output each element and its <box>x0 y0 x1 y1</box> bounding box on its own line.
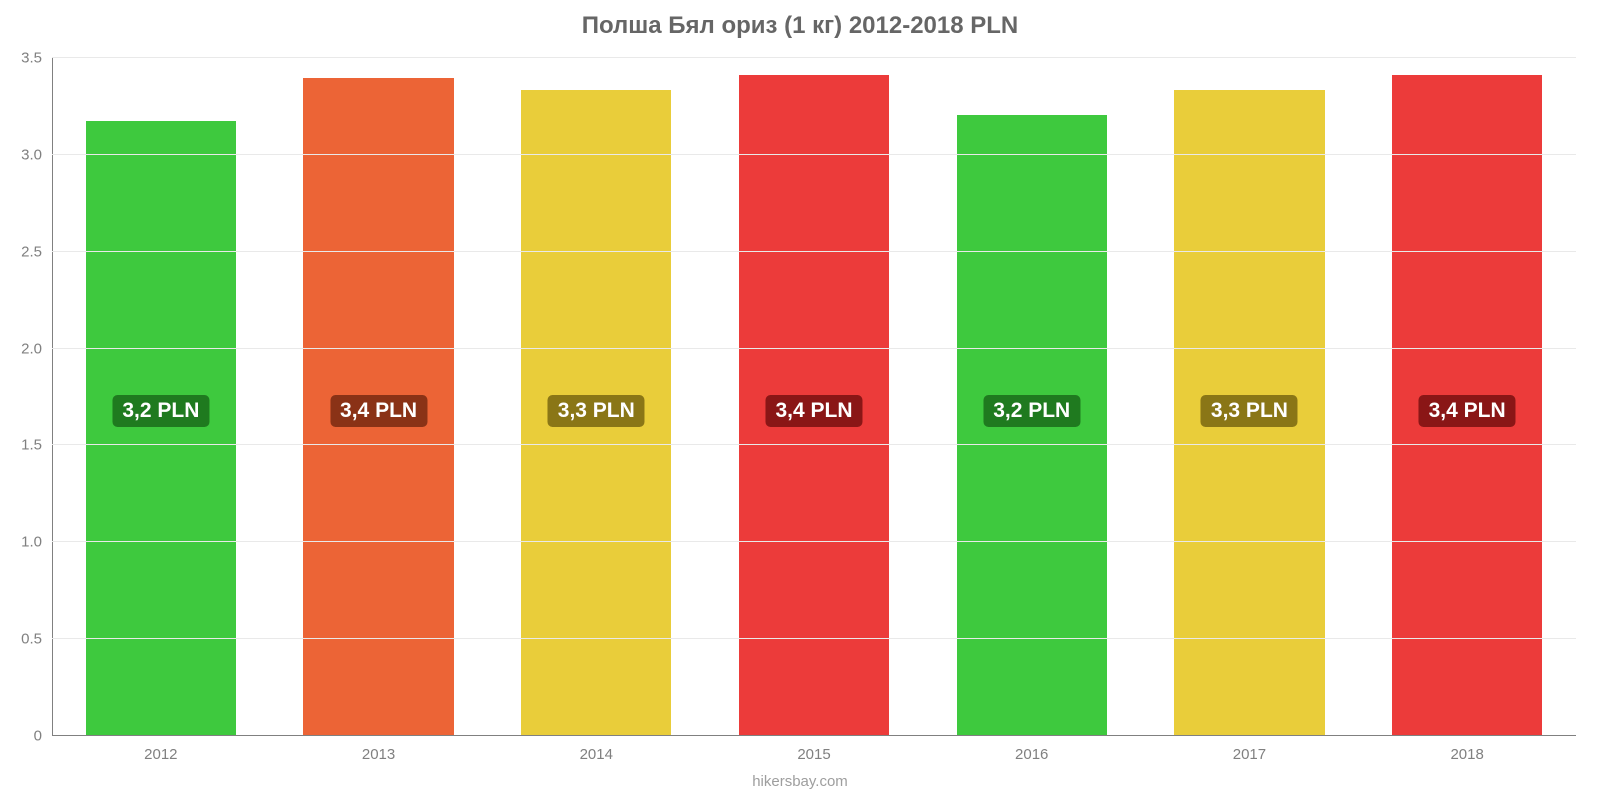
bar-value-label: 3,3 PLN <box>548 395 645 427</box>
price-bar-chart: Полша Бял ориз (1 кг) 2012-2018 PLN 3,2 … <box>0 0 1600 800</box>
bar-value-label: 3,4 PLN <box>330 395 427 427</box>
x-tick-label: 2015 <box>797 736 830 763</box>
x-tick-label: 2016 <box>1015 736 1048 763</box>
grid-line <box>52 154 1576 155</box>
x-tick-label: 2017 <box>1233 736 1266 763</box>
x-tick-label: 2018 <box>1450 736 1483 763</box>
chart-footer: hikersbay.com <box>0 773 1600 790</box>
y-tick-label: 2.5 <box>21 243 52 260</box>
grid-line <box>52 348 1576 349</box>
x-tick-label: 2014 <box>580 736 613 763</box>
y-tick-label: 1.5 <box>21 437 52 454</box>
grid-line <box>52 57 1576 58</box>
grid-line <box>52 251 1576 252</box>
grid-line <box>52 444 1576 445</box>
plot-area: 3,2 PLN 3,4 PLN 3,3 PLN 3,4 PLN 3,2 PLN 3,3 P… <box>52 58 1576 736</box>
bar-value-label: 3,4 PLN <box>1419 395 1516 427</box>
x-tick-label: 2012 <box>144 736 177 763</box>
bar-value-label: 3,4 PLN <box>765 395 862 427</box>
y-axis-line <box>52 58 53 736</box>
y-tick-label: 2.0 <box>21 340 52 357</box>
y-tick-label: 0 <box>34 728 52 745</box>
y-tick-label: 3.5 <box>21 50 52 67</box>
grid-line <box>52 541 1576 542</box>
y-tick-label: 1.0 <box>21 534 52 551</box>
x-tick-label: 2013 <box>362 736 395 763</box>
y-tick-label: 0.5 <box>21 631 52 648</box>
bar-value-label: 3,2 PLN <box>983 395 1080 427</box>
bar-value-label: 3,2 PLN <box>112 395 209 427</box>
bar <box>85 120 237 736</box>
bar-value-label: 3,3 PLN <box>1201 395 1298 427</box>
y-tick-label: 3.0 <box>21 146 52 163</box>
chart-title: Полша Бял ориз (1 кг) 2012-2018 PLN <box>0 12 1600 40</box>
bars-layer: 3,2 PLN 3,4 PLN 3,3 PLN 3,4 PLN 3,2 PLN 3,3 P… <box>52 58 1576 736</box>
grid-line <box>52 638 1576 639</box>
